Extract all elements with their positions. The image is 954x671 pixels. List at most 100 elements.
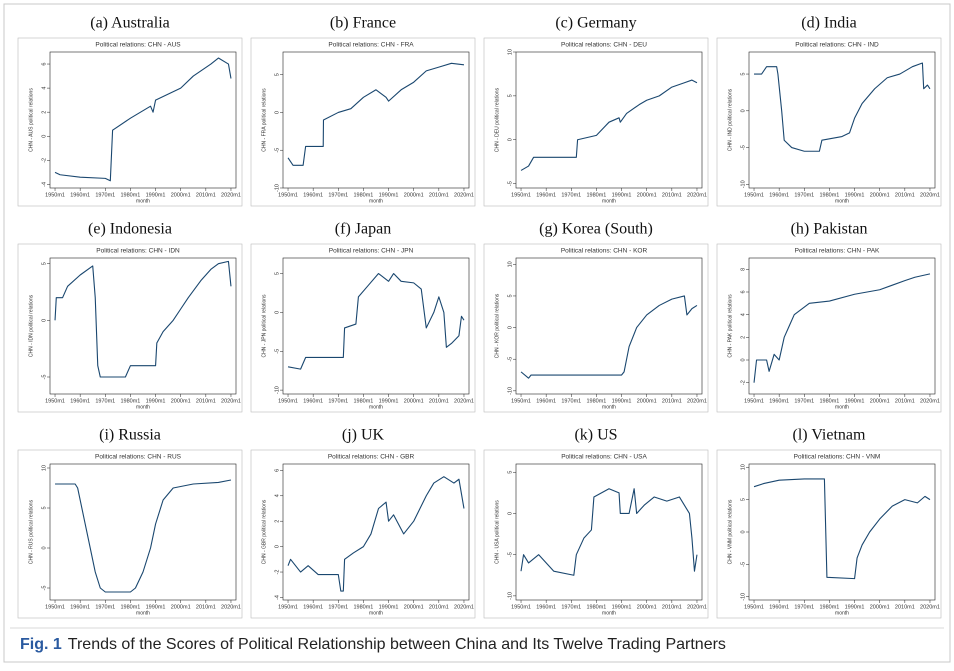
x-axis-label: month	[602, 198, 616, 204]
plot-area	[282, 257, 470, 395]
series-line	[520, 488, 698, 576]
x-tick-label: 1950m1	[278, 604, 298, 610]
x-tick-label: 1970m1	[95, 604, 115, 610]
y-tick-label: 6	[41, 63, 47, 66]
x-tick-label: 2020m1	[920, 398, 940, 404]
panel-label: (a) Australia	[90, 15, 170, 32]
y-tick-label: 5	[740, 498, 746, 501]
y-tick-label: 0	[41, 135, 47, 138]
panel-label: (d) India	[801, 15, 857, 32]
x-tick-label: 1950m1	[744, 604, 764, 610]
x-tick-label: 2000m1	[404, 192, 424, 198]
y-tick-label: 0	[507, 512, 513, 515]
plot-area	[49, 51, 237, 189]
series-line	[754, 62, 931, 152]
x-tick-label: 1990m1	[146, 398, 166, 404]
y-tick-label: -2	[274, 570, 280, 575]
panel-label: (f) Japan	[335, 221, 391, 238]
x-tick-label: 1980m1	[586, 398, 606, 404]
x-tick-label: 2020m1	[454, 398, 474, 404]
plot-area	[282, 463, 470, 601]
x-tick-label: 2010m1	[662, 604, 682, 610]
x-tick-label: 1990m1	[379, 398, 399, 404]
y-tick-label: -5	[274, 148, 280, 153]
series-line	[287, 476, 465, 592]
y-tick-label: 0	[274, 311, 280, 314]
panel: (d) India Political relations: CHN - IND -…	[716, 15, 942, 207]
x-tick-label: 1980m1	[353, 604, 373, 610]
plot-area	[282, 51, 470, 189]
panel: (g) Korea (South) Political relations: CH…	[483, 221, 709, 413]
y-tick-label: 0	[507, 326, 513, 329]
x-axis-label: month	[835, 404, 849, 410]
panel: (f) Japan Political relations: CHN - JPN -…	[250, 221, 476, 413]
y-axis-label: CHN - GBR political relations	[261, 499, 267, 564]
panel: (k) US Political relations: CHN - USA -10 -…	[483, 427, 709, 619]
x-tick-label: 1960m1	[536, 604, 556, 610]
x-axis-label: month	[136, 404, 150, 410]
panel-label: (c) Germany	[555, 15, 636, 32]
y-axis-label: CHN - RUS political relations	[28, 499, 34, 564]
x-tick-label: 1970m1	[328, 398, 348, 404]
chart-title: Political relations: CHN - IDN	[96, 248, 180, 255]
y-axis-label: CHN - AUS political relations	[28, 88, 34, 152]
series-line	[54, 260, 232, 378]
y-tick-label: -5	[274, 349, 280, 354]
y-tick-label: -10	[274, 184, 280, 192]
x-tick-label: 1960m1	[303, 192, 323, 198]
figure-frame	[3, 3, 951, 663]
chart-title: Political relations: CHN - USA	[561, 454, 647, 461]
y-axis-label: CHN - DEU political relations	[494, 87, 500, 152]
x-tick-label: 2010m1	[895, 398, 915, 404]
x-tick-label: 1990m1	[146, 604, 166, 610]
x-tick-label: 2000m1	[404, 604, 424, 610]
x-tick-label: 1980m1	[120, 398, 140, 404]
chart-title: Political relations: CHN - DEU	[561, 42, 647, 49]
x-tick-label: 1990m1	[845, 604, 865, 610]
y-tick-label: -10	[740, 593, 746, 601]
x-tick-label: 1970m1	[794, 604, 814, 610]
panel: (b) France Political relations: CHN - FRA…	[250, 15, 476, 207]
y-tick-label: -5	[507, 552, 513, 557]
x-tick-label: 1970m1	[794, 398, 814, 404]
x-tick-label: 1990m1	[612, 192, 632, 198]
x-axis-label: month	[369, 404, 383, 410]
y-tick-label: -10	[507, 387, 513, 395]
plot-area	[515, 257, 703, 395]
caption-text: Trends of the Scores of Political Relati…	[68, 636, 726, 653]
series-line	[753, 478, 931, 580]
x-axis-label: month	[369, 198, 383, 204]
chart-title: Political relations: CHN - PAK	[795, 248, 880, 255]
x-tick-label: 1950m1	[511, 604, 531, 610]
x-tick-label: 1950m1	[278, 192, 298, 198]
y-tick-label: 5	[274, 272, 280, 275]
x-tick-label: 2010m1	[895, 604, 915, 610]
x-tick-label: 1970m1	[561, 192, 581, 198]
x-tick-label: 2010m1	[662, 192, 682, 198]
x-axis-label: month	[835, 198, 849, 204]
y-tick-label: -2	[740, 380, 746, 385]
x-tick-label: 2000m1	[171, 604, 191, 610]
y-tick-label: 0	[740, 530, 746, 533]
y-tick-label: -10	[740, 180, 746, 188]
x-axis-label: month	[136, 198, 150, 204]
y-tick-label: 0	[41, 319, 47, 322]
series-line	[54, 57, 232, 182]
x-axis-label: month	[602, 610, 616, 616]
x-tick-label: 2020m1	[454, 604, 474, 610]
y-tick-label: -5	[41, 586, 47, 591]
y-tick-label: 2	[41, 111, 47, 114]
x-tick-label: 1970m1	[794, 192, 814, 198]
x-tick-label: 2010m1	[429, 398, 449, 404]
panel-label: (j) UK	[342, 427, 385, 444]
caption-label: Fig. 1	[20, 636, 62, 653]
x-tick-label: 1980m1	[586, 604, 606, 610]
x-tick-label: 2000m1	[870, 398, 890, 404]
x-tick-label: 2020m1	[687, 398, 707, 404]
panel: (j) UK Political relations: CHN - GBR -4 -2…	[250, 427, 476, 619]
x-tick-label: 2020m1	[221, 398, 241, 404]
y-axis-label: CHN - IDN political relations	[28, 294, 34, 357]
caption: Fig. 1 Trends of the Scores of Political …	[20, 636, 726, 653]
y-tick-label: 10	[507, 261, 513, 267]
